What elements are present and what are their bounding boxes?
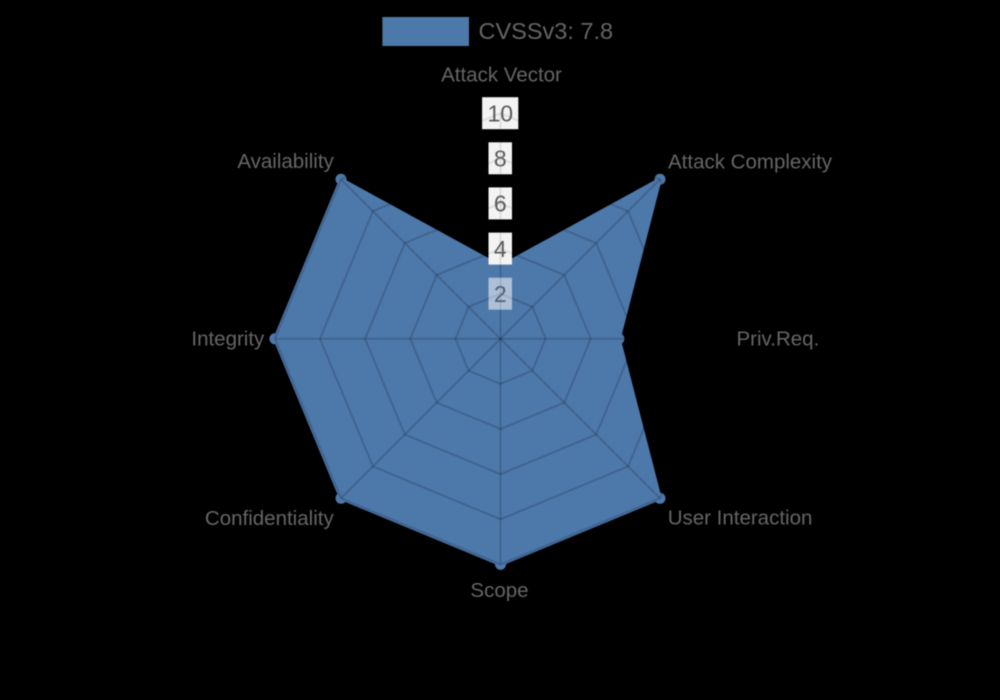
svg-text:User Interaction: User Interaction [668, 507, 813, 530]
svg-text:Attack Complexity: Attack Complexity [668, 150, 833, 173]
svg-text:Scope: Scope [470, 579, 528, 602]
svg-text:Confidentiality: Confidentiality [205, 507, 335, 530]
svg-text:Integrity: Integrity [191, 328, 265, 351]
svg-text:10: 10 [488, 100, 514, 126]
svg-text:Attack Vector: Attack Vector [441, 63, 562, 86]
svg-text:8: 8 [494, 146, 507, 172]
svg-text:Priv.Req.: Priv.Req. [737, 328, 820, 351]
svg-text:2: 2 [494, 281, 507, 307]
svg-text:6: 6 [494, 191, 507, 217]
svg-text:4: 4 [494, 236, 507, 262]
svg-text:Availability: Availability [237, 150, 334, 173]
svg-text:CVSSv3: 7.8: CVSSv3: 7.8 [479, 18, 614, 44]
